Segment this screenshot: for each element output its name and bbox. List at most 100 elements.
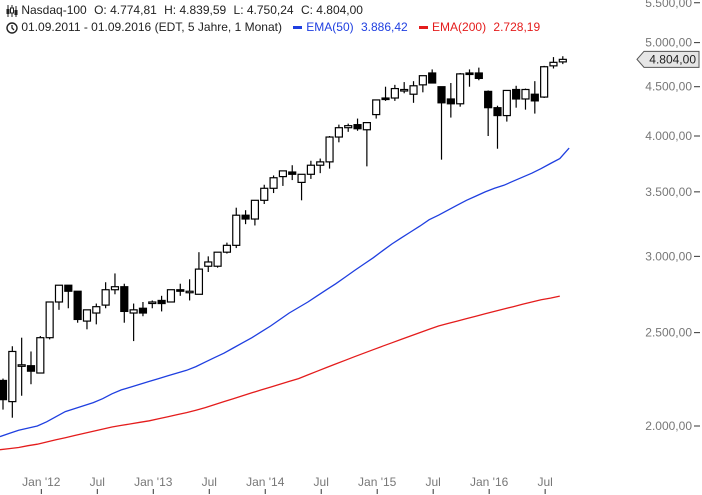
last-price-tag: 4.804,00	[636, 50, 700, 68]
y-axis-tick: 4.000,00	[645, 129, 700, 143]
y-axis-label: 3.500,00	[645, 185, 692, 199]
candle[interactable]	[344, 123, 353, 132]
x-axis-tick: Jan '16	[470, 475, 509, 494]
candle[interactable]	[362, 122, 371, 167]
candle[interactable]	[474, 67, 483, 81]
x-axis-label: Jan '13	[134, 475, 173, 489]
candle[interactable]	[101, 282, 110, 309]
candle[interactable]	[260, 184, 269, 204]
candle[interactable]	[157, 295, 166, 312]
candle[interactable]	[54, 284, 64, 310]
candle[interactable]	[269, 175, 278, 194]
ema200-legend-swatch	[419, 26, 429, 30]
x-axis-label: Jul	[537, 475, 552, 489]
candle[interactable]	[502, 89, 511, 122]
date-range[interactable]: 01.09.2011 - 01.09.2016 (EDT, 5 Jahre, 1…	[21, 20, 282, 34]
open-value: O: 4.774,81	[94, 3, 157, 17]
candle[interactable]	[530, 81, 539, 114]
candle[interactable]	[456, 72, 465, 107]
candle[interactable]	[222, 242, 232, 254]
candle[interactable]	[390, 84, 399, 101]
candle[interactable]	[204, 256, 213, 272]
candle[interactable]	[0, 378, 8, 410]
y-axis-tick: 4.500,00	[645, 80, 700, 94]
x-axis-tick: Jul	[90, 475, 105, 494]
instrument-name: Nasdaq-100	[21, 3, 87, 17]
candle[interactable]	[185, 279, 194, 301]
x-axis-tick: Jul	[202, 475, 217, 494]
clock-icon[interactable]	[6, 22, 18, 34]
candle[interactable]	[400, 82, 409, 94]
y-axis-tick: 2.000,00	[645, 419, 700, 433]
candle[interactable]	[493, 105, 502, 149]
candle[interactable]	[465, 69, 474, 87]
y-axis-label: 4.000,00	[645, 129, 692, 143]
candle[interactable]	[484, 90, 493, 136]
candle[interactable]	[176, 283, 185, 296]
ema200-label[interactable]: EMA(200)	[432, 20, 487, 34]
candle[interactable]	[428, 69, 437, 84]
candle[interactable]	[353, 118, 362, 131]
candle[interactable]	[437, 86, 446, 160]
candle[interactable]	[446, 83, 455, 118]
candle[interactable]	[316, 158, 325, 174]
candle[interactable]	[381, 86, 390, 101]
high-value: H: 4.839,59	[164, 3, 227, 17]
close-value: C: 4.804,00	[300, 3, 363, 17]
x-axis-tick: Jan '12	[22, 475, 61, 494]
candle[interactable]	[325, 135, 334, 169]
candle[interactable]	[120, 283, 129, 323]
candle[interactable]	[73, 290, 82, 323]
candle[interactable]	[297, 173, 306, 201]
candle[interactable]	[213, 251, 222, 268]
candle[interactable]	[521, 88, 530, 110]
candle[interactable]	[250, 199, 260, 226]
ema50-label[interactable]: EMA(50)	[306, 20, 354, 34]
candle[interactable]	[288, 165, 297, 181]
candle[interactable]	[138, 301, 148, 317]
candle[interactable]	[306, 160, 315, 179]
ema50-value: 3.886,42	[360, 20, 408, 34]
candle[interactable]	[110, 273, 120, 295]
chart-header-row-1: Nasdaq-100 O: 4.774,81 H: 4.839,59 L: 4.…	[6, 3, 367, 17]
candle[interactable]	[512, 85, 521, 108]
ema200-line	[0, 295, 560, 451]
candle[interactable]	[26, 351, 36, 385]
x-axis-tick: Jul	[426, 475, 441, 494]
candle[interactable]	[409, 81, 418, 103]
x-axis-tick: Jul	[537, 475, 553, 494]
candle[interactable]	[82, 309, 92, 330]
candle[interactable]	[558, 56, 567, 65]
y-axis-tick: 3.000,00	[645, 249, 700, 263]
candle[interactable]	[92, 303, 101, 325]
x-axis-label: Jan '14	[246, 475, 285, 489]
x-axis-label: Jul	[202, 475, 217, 489]
candle[interactable]	[334, 124, 343, 143]
ema50-line	[0, 147, 570, 438]
candle[interactable]	[418, 75, 427, 93]
candle[interactable]	[194, 252, 204, 295]
candlestick-chart-icon[interactable]	[6, 4, 18, 17]
candle[interactable]	[549, 57, 558, 69]
x-axis-label: Jul	[426, 475, 441, 489]
candle[interactable]	[64, 284, 73, 309]
candle[interactable]	[278, 170, 287, 186]
y-axis-tick: 5.500,00	[645, 0, 700, 10]
ema50-legend-swatch	[293, 26, 303, 30]
ema200-value: 2.728,19	[493, 20, 541, 34]
y-axis-tick: 3.500,00	[645, 185, 700, 199]
candle[interactable]	[232, 207, 241, 249]
candle[interactable]	[166, 289, 176, 303]
y-axis-label: 5.500,00	[645, 0, 692, 10]
candle[interactable]	[45, 301, 54, 340]
candle[interactable]	[372, 99, 381, 119]
candle[interactable]	[241, 210, 250, 225]
candle[interactable]	[129, 303, 138, 342]
x-axis-tick: Jul	[314, 475, 329, 494]
candle[interactable]	[8, 346, 17, 418]
candle[interactable]	[540, 65, 549, 99]
candle[interactable]	[17, 337, 26, 396]
candle[interactable]	[148, 300, 157, 309]
candle[interactable]	[36, 335, 45, 374]
